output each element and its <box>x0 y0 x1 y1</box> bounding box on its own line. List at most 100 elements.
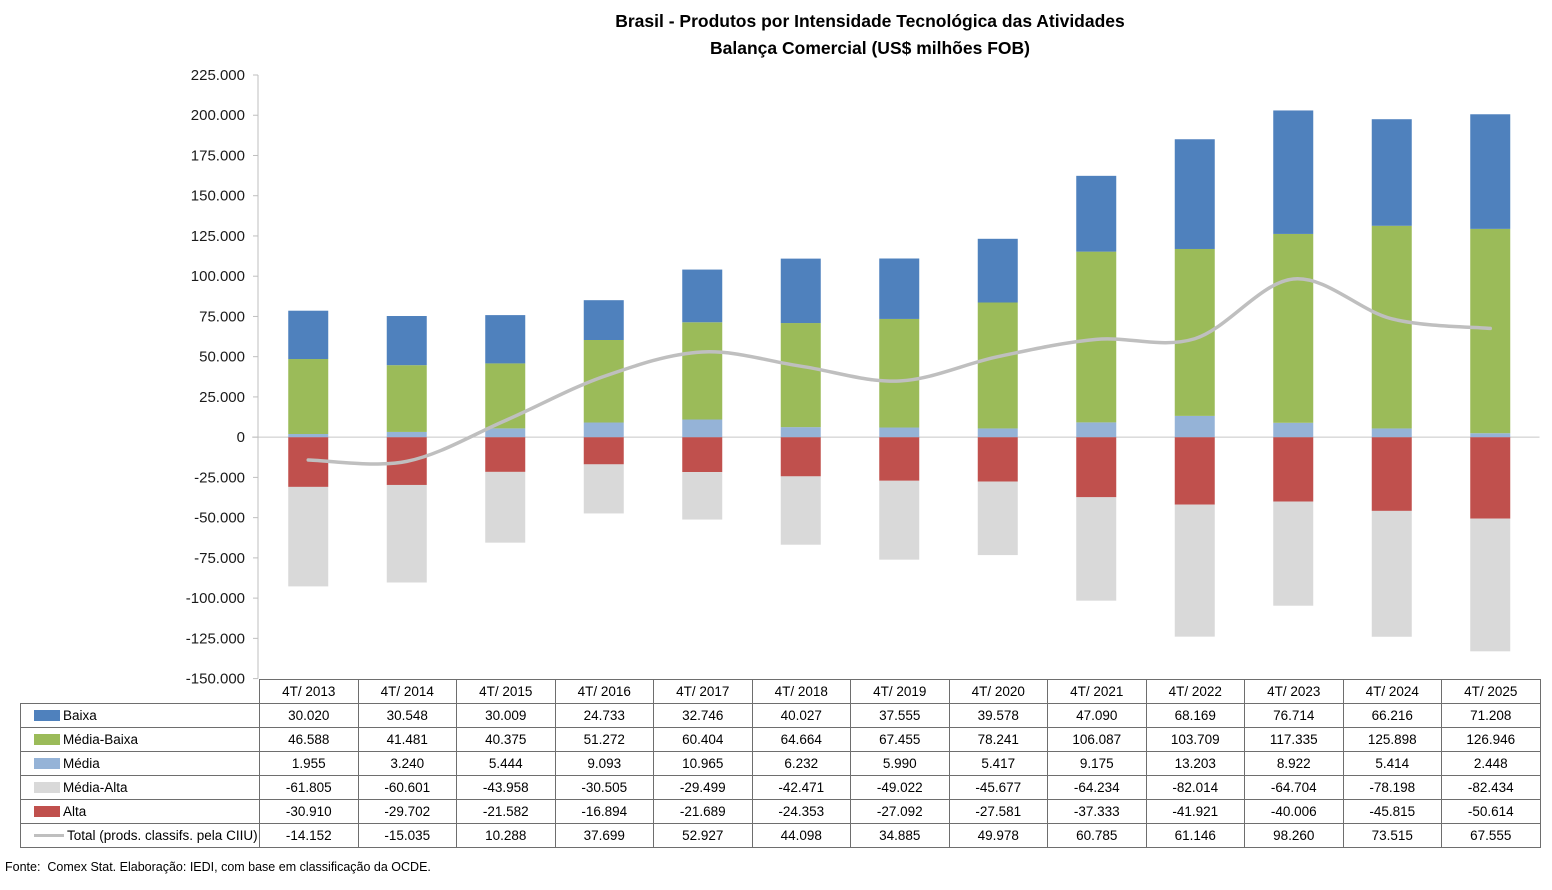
table-value-cell: 60.785 <box>1047 823 1147 848</box>
chart-title-line2: Balança Comercial (US$ milhões FOB) <box>710 38 1030 58</box>
bar-segment-alta <box>879 437 920 481</box>
table-value-cell: -14.152 <box>259 823 359 848</box>
y-axis-label: 175.000 <box>191 147 245 164</box>
table-value-cell: -42.471 <box>751 775 851 800</box>
table-header-cell: 4T/ 2020 <box>948 679 1048 704</box>
table-value-cell: -64.234 <box>1047 775 1147 800</box>
table-value-cell: -50.614 <box>1441 799 1541 824</box>
y-axis-label: 125.000 <box>191 228 245 245</box>
legend-swatch-icon <box>34 758 60 769</box>
table-value-cell: 40.027 <box>751 703 851 728</box>
table-header-cell: 4T/ 2021 <box>1047 679 1147 704</box>
table-value-cell: -64.704 <box>1244 775 1344 800</box>
table-row: Alta -30.910 -29.702 -21.582 -16.894 -21.689-… <box>20 799 1541 824</box>
bar-segment-m-dia <box>1076 422 1117 438</box>
bar-segment-baixa <box>1470 114 1511 229</box>
bar-segment-m-dia <box>1470 433 1511 438</box>
y-axis-label: 200.000 <box>191 107 245 124</box>
table-value-cell: 13.203 <box>1145 751 1245 776</box>
bar-segment-baixa <box>780 258 821 324</box>
table-value-cell: 67.455 <box>850 727 950 752</box>
table-header-cell: 4T/ 2015 <box>456 679 556 704</box>
table-value-cell: -82.014 <box>1145 775 1245 800</box>
table-value-cell: 6.232 <box>751 751 851 776</box>
table-row: Total (prods. classifs. pela CIIU) -14.15… <box>20 823 1541 848</box>
table-value-cell: 49.978 <box>948 823 1048 848</box>
table-value-cell: 73.515 <box>1342 823 1442 848</box>
chart-title: Brasil - Produtos por Intensidade Tecnol… <box>190 8 1550 62</box>
table-value-cell: -15.035 <box>357 823 457 848</box>
bar-segment-baixa <box>879 258 920 319</box>
table-value-cell: 39.578 <box>948 703 1048 728</box>
table-value-cell: 126.946 <box>1441 727 1541 752</box>
bar-segment-m-dia-baixa <box>1273 233 1314 423</box>
table-value-cell: 68.169 <box>1145 703 1245 728</box>
bar-segment-baixa <box>288 310 329 360</box>
bar-segment-m-dia-baixa <box>1371 225 1412 429</box>
bar-segment-m-dia-baixa <box>977 302 1018 429</box>
bar-segment-alta <box>485 437 526 472</box>
table-header-cell: 4T/ 2023 <box>1244 679 1344 704</box>
table-value-cell: -29.499 <box>653 775 753 800</box>
table-header-cell: 4T/ 2022 <box>1145 679 1245 704</box>
table-value-cell: 5.414 <box>1342 751 1442 776</box>
legend-label: Baixa <box>63 708 97 723</box>
table-header-cell: 4T/ 2024 <box>1342 679 1442 704</box>
bar-segment-baixa <box>485 315 526 364</box>
table-row: Média 1.955 3.240 5.444 9.093 10.965 6.232 5.99… <box>20 751 1541 776</box>
legend-cell: Média-Baixa <box>20 727 260 752</box>
table-value-cell: -27.581 <box>948 799 1048 824</box>
bar-segment-m-dia-alta <box>977 481 1018 556</box>
table-value-cell: 5.990 <box>850 751 950 776</box>
bar-segment-m-dia <box>583 422 624 438</box>
table-value-cell: 103.709 <box>1145 727 1245 752</box>
table-value-cell: 37.555 <box>850 703 950 728</box>
table-value-cell: 78.241 <box>948 727 1048 752</box>
table-header-cell: 4T/ 2017 <box>653 679 753 704</box>
bar-segment-m-dia-baixa <box>780 323 821 428</box>
table-header-cell: 4T/ 2016 <box>554 679 654 704</box>
table-value-cell: 34.885 <box>850 823 950 848</box>
table-value-cell: 71.208 <box>1441 703 1541 728</box>
table-value-cell: -45.677 <box>948 775 1048 800</box>
table-value-cell: 5.417 <box>948 751 1048 776</box>
table-value-cell: 67.555 <box>1441 823 1541 848</box>
y-axis-label: 75.000 <box>199 308 245 325</box>
chart-title-line1: Brasil - Produtos por Intensidade Tecnol… <box>615 11 1125 31</box>
table-value-cell: -30.910 <box>259 799 359 824</box>
bar-segment-baixa <box>682 269 723 323</box>
table-value-cell: 64.664 <box>751 727 851 752</box>
bar-segment-m-dia-alta <box>1470 518 1511 652</box>
bar-segment-alta <box>1076 437 1117 498</box>
table-value-cell: -61.805 <box>259 775 359 800</box>
y-axis-label: -50.000 <box>194 510 245 527</box>
bar-segment-m-dia-alta <box>1273 501 1314 606</box>
total-line <box>306 277 1492 466</box>
table-value-cell: 98.260 <box>1244 823 1344 848</box>
table-value-cell: 106.087 <box>1047 727 1147 752</box>
y-axis-label: -25.000 <box>194 469 245 486</box>
bar-segment-baixa <box>1174 139 1215 249</box>
table-value-cell: -29.702 <box>357 799 457 824</box>
table-value-cell: 47.090 <box>1047 703 1147 728</box>
table-value-cell: 37.699 <box>554 823 654 848</box>
bar-segment-alta <box>1470 437 1511 519</box>
table-value-cell: -27.092 <box>850 799 950 824</box>
y-axis-label: -125.000 <box>186 630 245 647</box>
bar-segment-alta <box>1174 437 1215 505</box>
table-value-cell: 46.588 <box>259 727 359 752</box>
legend-cell: Total (prods. classifs. pela CIIU) <box>20 823 260 848</box>
legend-swatch-icon <box>34 806 60 817</box>
table-value-cell: 40.375 <box>456 727 556 752</box>
table-row: Média-Baixa 46.588 41.481 40.375 51.272 60.40… <box>20 727 1541 752</box>
table-value-cell: 66.216 <box>1342 703 1442 728</box>
table-value-cell: 76.714 <box>1244 703 1344 728</box>
bar-segment-alta <box>1371 437 1412 511</box>
legend-swatch-icon <box>34 734 60 745</box>
table-row: Média-Alta -61.805 -60.601 -43.958 -30.505 -2… <box>20 775 1541 800</box>
table-value-cell: 10.288 <box>456 823 556 848</box>
y-axis-label: -75.000 <box>194 550 245 567</box>
y-axis-label: 100.000 <box>191 268 245 285</box>
table-value-cell: 51.272 <box>554 727 654 752</box>
legend-swatch-icon <box>34 782 60 793</box>
